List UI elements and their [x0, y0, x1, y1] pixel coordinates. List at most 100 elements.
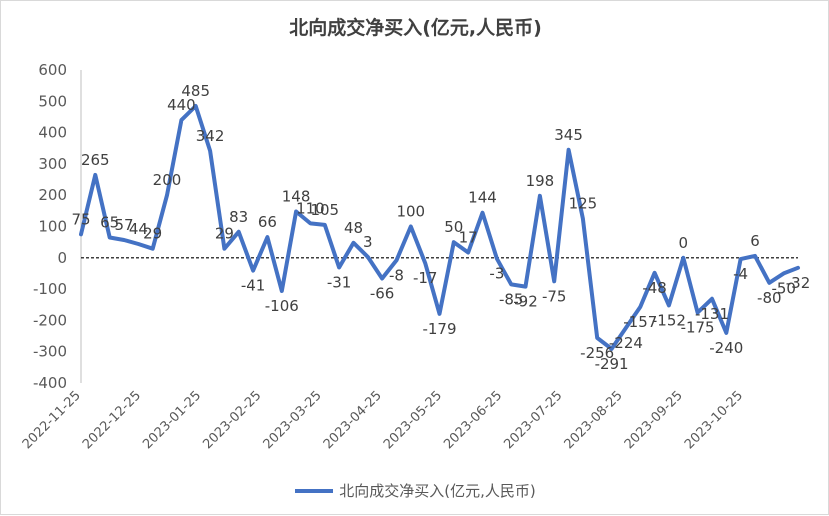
x-tick-label: 2023-04-25	[321, 388, 385, 452]
y-tick-label: 600	[38, 61, 67, 79]
data-label: -48	[642, 279, 667, 297]
legend-swatch	[295, 488, 334, 493]
data-point	[581, 217, 585, 221]
data-label: 83	[229, 208, 248, 226]
y-tick-label: -400	[33, 374, 67, 392]
y-tick-label: 400	[38, 124, 67, 142]
x-tick-label: 2023-03-25	[261, 388, 325, 452]
data-label: 485	[181, 82, 210, 100]
data-point	[724, 331, 728, 335]
data-point	[638, 305, 642, 309]
data-label: 6	[750, 232, 760, 250]
data-point	[538, 194, 542, 198]
data-label: -291	[595, 355, 629, 373]
data-point	[466, 251, 470, 254]
data-label: 75	[71, 210, 90, 228]
data-label: -85	[499, 290, 524, 308]
data-point	[337, 266, 341, 269]
data-point	[782, 271, 786, 275]
data-point	[151, 247, 155, 251]
data-point	[194, 104, 198, 108]
data-point	[380, 277, 384, 280]
data-point	[352, 241, 355, 245]
data-label: 29	[215, 225, 234, 243]
x-tick-label: 2022-12-25	[80, 388, 144, 452]
x-tick-label: 2023-10-25	[682, 388, 746, 452]
data-point	[452, 240, 456, 244]
data-label: -75	[542, 287, 567, 305]
data-point	[323, 223, 327, 227]
data-label: -31	[327, 274, 352, 292]
data-label: 342	[196, 127, 225, 145]
data-label: 345	[554, 126, 583, 144]
data-label: -256	[580, 344, 614, 362]
data-label: -41	[241, 277, 266, 295]
data-point	[595, 336, 599, 340]
data-point	[610, 347, 614, 351]
y-tick-label: 500	[38, 92, 67, 110]
data-label: -224	[609, 334, 643, 352]
data-label: -3	[489, 265, 504, 283]
data-label: -50	[771, 279, 796, 297]
data-label: 105	[310, 201, 339, 219]
data-label: 57	[114, 216, 133, 234]
data-point	[294, 210, 298, 213]
data-point	[237, 230, 241, 234]
data-point	[739, 257, 743, 261]
data-point	[509, 282, 513, 286]
data-label: -92	[513, 293, 538, 311]
data-label: 66	[258, 213, 277, 231]
data-label: -4	[733, 265, 748, 283]
data-point	[481, 211, 484, 215]
data-point	[79, 232, 83, 236]
data-point	[366, 255, 370, 259]
data-label: -80	[757, 289, 782, 307]
chart-title: 北向成交净买入(亿元,人民币)	[289, 17, 542, 39]
data-point	[552, 279, 556, 283]
data-label: 440	[167, 96, 196, 114]
data-label: 144	[468, 189, 497, 207]
x-tick-label: 2023-08-25	[562, 388, 626, 452]
legend: 北向成交净买入(亿元,人民币)	[1, 480, 829, 501]
x-tick-label: 2023-02-25	[200, 388, 264, 452]
data-point	[524, 285, 527, 289]
data-label: -8	[389, 266, 404, 284]
data-point	[222, 247, 226, 251]
data-point	[653, 271, 657, 275]
data-point	[667, 303, 671, 307]
y-tick-label: 100	[38, 218, 67, 236]
data-point	[136, 242, 140, 246]
data-label: 110	[296, 199, 325, 217]
data-point	[681, 256, 685, 260]
data-point	[108, 236, 112, 239]
y-tick-label: 300	[38, 155, 67, 173]
x-tick-label: 2023-07-25	[501, 388, 565, 452]
data-label: 200	[153, 171, 182, 189]
data-point	[308, 221, 312, 225]
data-point	[495, 257, 499, 261]
x-tick-label: 2023-06-25	[441, 388, 505, 452]
data-label: -32	[786, 274, 811, 292]
data-label: -179	[422, 320, 456, 338]
data-label: 198	[526, 172, 555, 190]
data-label: -17	[413, 269, 438, 287]
y-tick-label: -300	[33, 343, 67, 361]
legend-label: 北向成交净买入(亿元,人民币)	[339, 482, 536, 500]
data-point	[395, 258, 398, 262]
data-point	[696, 311, 700, 315]
x-tick-label: 2023-01-25	[140, 388, 204, 452]
data-point	[753, 254, 757, 258]
data-label: 50	[444, 218, 463, 236]
data-label: 48	[344, 219, 363, 237]
data-label: 65	[100, 214, 119, 232]
data-label: 125	[569, 195, 598, 213]
data-point	[796, 266, 800, 270]
data-label: -157	[623, 313, 657, 331]
data-point	[208, 149, 212, 153]
data-label: 3	[363, 233, 373, 251]
data-point	[710, 297, 714, 301]
data-label: -131	[695, 305, 729, 323]
data-label: 100	[396, 203, 425, 221]
